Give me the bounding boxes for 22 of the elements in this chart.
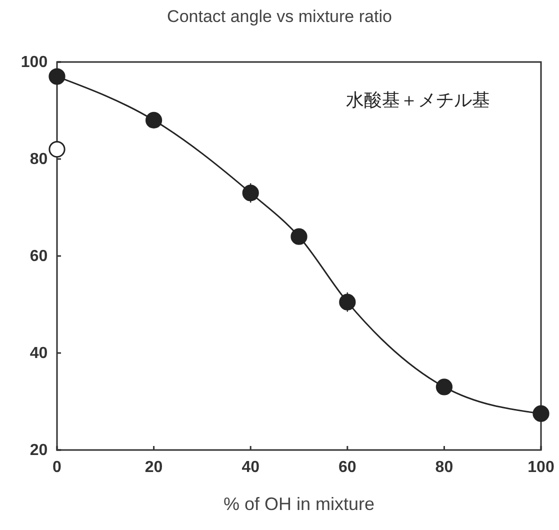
point <box>436 378 453 396</box>
x-axis-title: % of OH in mixture <box>223 494 375 514</box>
point <box>290 228 308 245</box>
x-tick-label: 40 <box>242 459 260 476</box>
point <box>145 112 162 129</box>
point <box>242 184 259 202</box>
point <box>48 140 66 158</box>
y-tick-label: 80 <box>30 151 48 168</box>
y-tick-label: 20 <box>30 442 48 460</box>
y-tick-label: 60 <box>30 248 48 266</box>
annotation: 水酸基＋メチル基 <box>346 90 490 110</box>
x-tick-label: 0 <box>52 459 62 476</box>
chart-title: Contact angle vs mixture ratio <box>167 7 392 26</box>
x-tick-label: 60 <box>338 459 356 476</box>
point <box>48 68 66 85</box>
x-tick-label: 20 <box>144 459 163 476</box>
point <box>339 294 356 310</box>
x-tick-label: 100 <box>528 459 554 476</box>
y-tick-label: 100 <box>20 54 48 72</box>
y-tick-label: 40 <box>30 345 48 362</box>
x-tick-label: 80 <box>435 459 454 476</box>
point <box>532 405 550 422</box>
